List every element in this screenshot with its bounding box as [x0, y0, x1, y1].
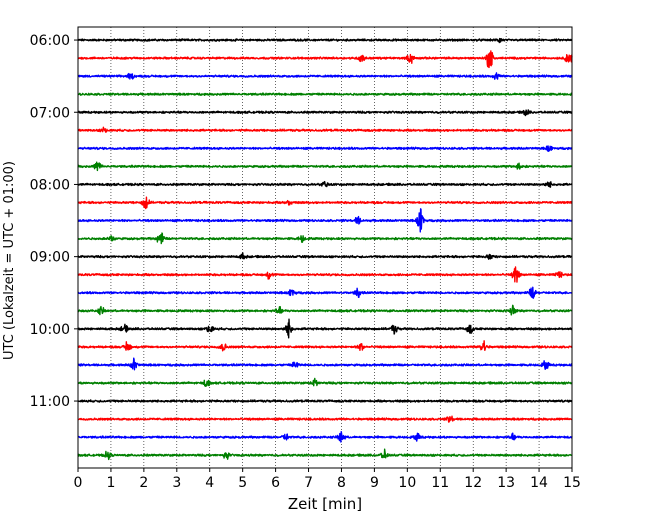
plot-area: [78, 27, 572, 468]
y-tick-label: 09:00: [30, 250, 70, 266]
x-tick-label: 12: [464, 475, 482, 491]
x-tick-label: 5: [238, 475, 247, 491]
y-tick-label: 11:00: [30, 394, 70, 410]
y-tick-label: 06:00: [30, 33, 70, 49]
trace-line: [77, 232, 573, 245]
trace-line: [77, 180, 573, 188]
x-tick-label: 3: [172, 475, 181, 491]
x-axis-label: Zeit [min]: [288, 495, 362, 513]
y-tick-label: 10:00: [30, 322, 70, 338]
x-tick-label: 2: [139, 475, 148, 491]
y-axis-label: UTC (Lokalzeit = UTC + 01:00): [2, 161, 17, 360]
x-tick-label: 13: [497, 475, 515, 491]
trace-line: [77, 415, 573, 423]
trace-line: [77, 145, 573, 153]
x-tick-label: 1: [106, 475, 115, 491]
plot-border: [77, 26, 573, 469]
y-axis: 06:00 07:00 08:00 09:00 10:00 11:00: [30, 33, 78, 410]
x-axis: 0 1 2 3 4 5 6 7 8 9 10 11 12 13 14 15: [74, 468, 581, 491]
trace-line: [77, 196, 573, 210]
x-tick-label: 15: [563, 475, 581, 491]
y-tick-label: 07:00: [30, 105, 70, 121]
trace-line: [77, 252, 573, 260]
trace-line: [77, 430, 573, 443]
y-tick-label: 08:00: [30, 177, 70, 193]
trace-line: [77, 126, 573, 133]
trace-line: [77, 208, 573, 233]
trace-line: [77, 37, 573, 44]
trace-line: [77, 50, 573, 69]
trace-line: [77, 399, 573, 403]
trace-line: [77, 304, 573, 316]
trace-line: [77, 92, 573, 97]
trace-line: [77, 448, 573, 461]
x-tick-label: 0: [74, 475, 83, 491]
trace-line: [77, 377, 573, 388]
x-tick-label: 10: [398, 475, 416, 491]
x-tick-label: 8: [337, 475, 346, 491]
x-tick-label: 14: [530, 475, 548, 491]
x-tick-label: 11: [431, 475, 449, 491]
trace-line: [77, 109, 573, 117]
x-tick-label: 9: [370, 475, 379, 491]
seismogram-traces: [77, 37, 573, 461]
x-tick-label: 6: [271, 475, 280, 491]
trace-line: [77, 340, 573, 352]
trace-line: [77, 161, 573, 172]
x-tick-label: 7: [304, 475, 313, 491]
x-tick-label: 4: [205, 475, 214, 491]
trace-line: [77, 357, 573, 371]
trace-line: [77, 318, 573, 339]
trace-line: [77, 266, 573, 283]
trace-line: [77, 72, 573, 80]
trace-line: [77, 286, 573, 299]
